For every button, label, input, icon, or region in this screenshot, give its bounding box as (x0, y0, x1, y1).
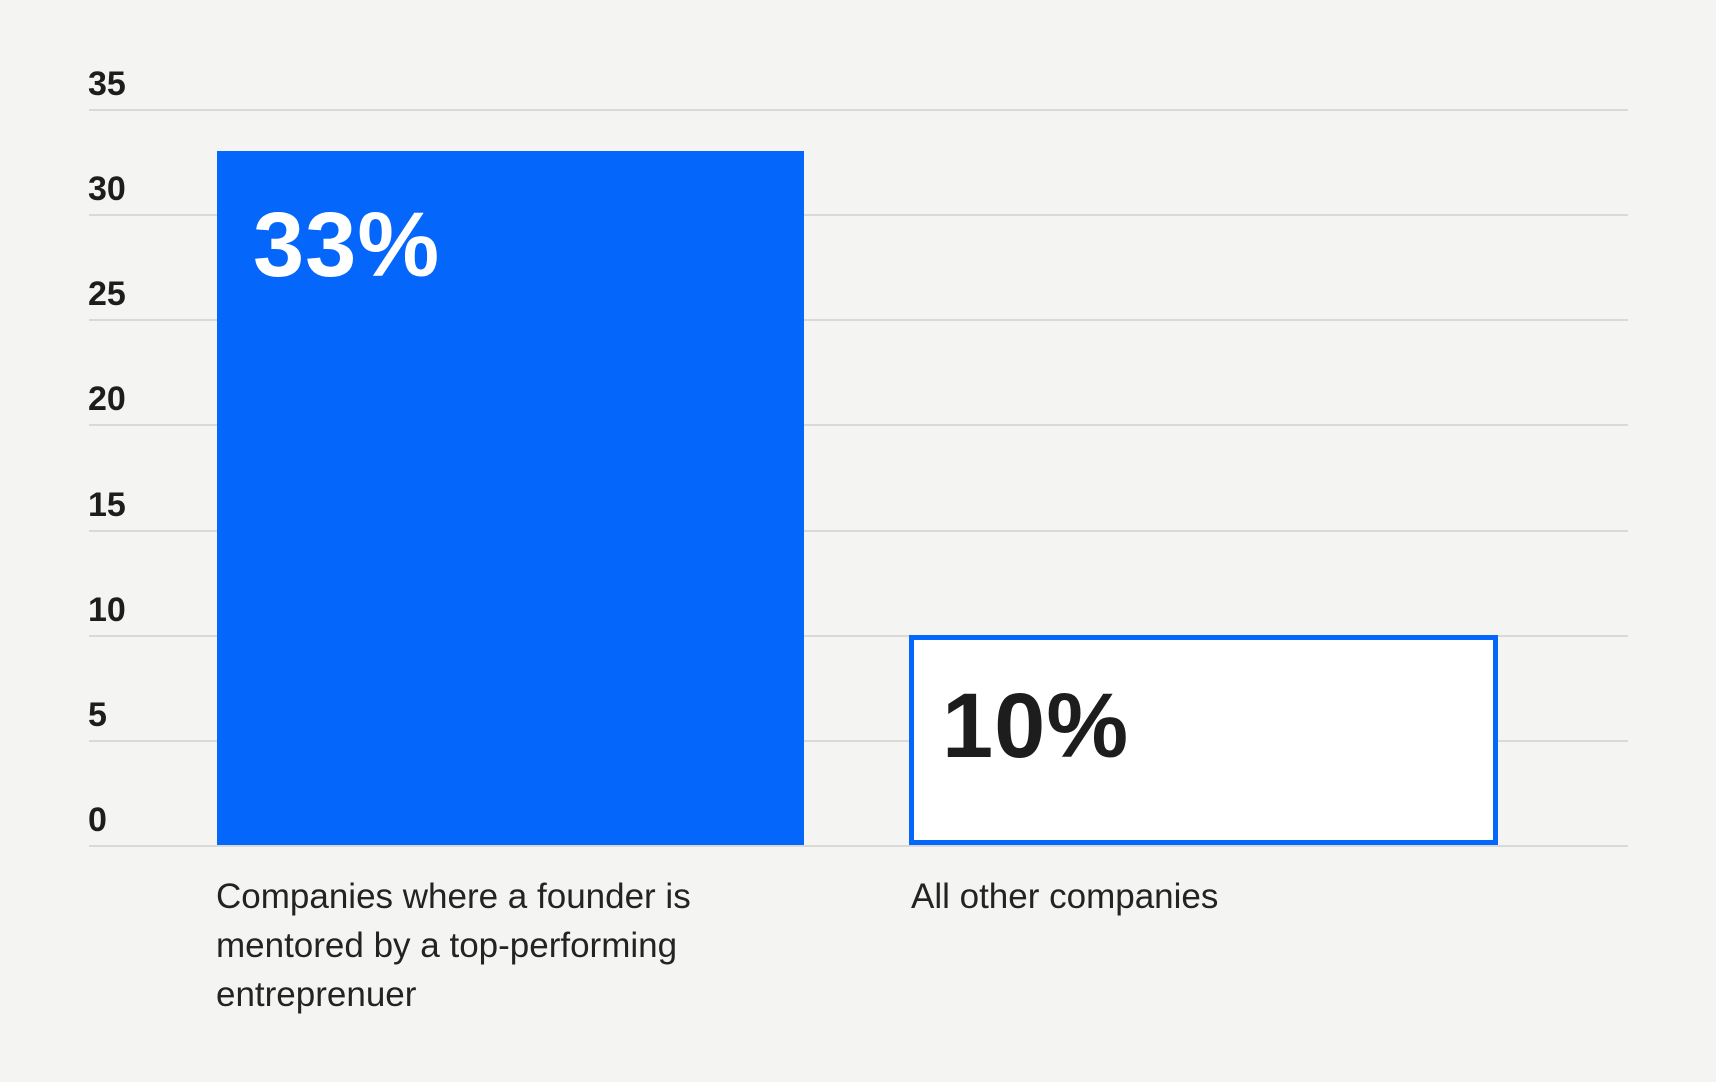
bar-value-label-all-other: 10% (942, 674, 1130, 777)
gridline-y-0 (89, 845, 1628, 847)
y-tick-label-20: 20 (88, 380, 126, 419)
gridline-y-10 (89, 634, 1628, 637)
gridline-y-15 (89, 529, 1628, 532)
bar-mentored-companies: 33% (217, 151, 804, 845)
gridline-y-25 (89, 319, 1628, 322)
category-label-all-other-companies: All other companies (911, 877, 1219, 916)
category-label-mentored-companies: Companies where a founder is mentored by… (216, 877, 691, 1014)
y-tick-label-35: 35 (88, 65, 126, 103)
gridline-y-35 (89, 109, 1628, 111)
y-tick-label-15: 15 (88, 485, 126, 524)
gridline-y-5 (89, 739, 1628, 742)
y-tick-label-25: 25 (88, 275, 126, 314)
y-tick-label-0: 0 (88, 801, 107, 839)
y-tick-label-5: 5 (88, 695, 107, 734)
bar-value-label-mentored: 33% (253, 194, 441, 297)
gridline-y-20 (89, 424, 1628, 427)
bar-all-other-companies: 10% (909, 634, 1498, 845)
y-tick-label-10: 10 (88, 590, 126, 629)
y-tick-label-30: 30 (88, 170, 126, 209)
gridline-y-30 (89, 214, 1628, 217)
